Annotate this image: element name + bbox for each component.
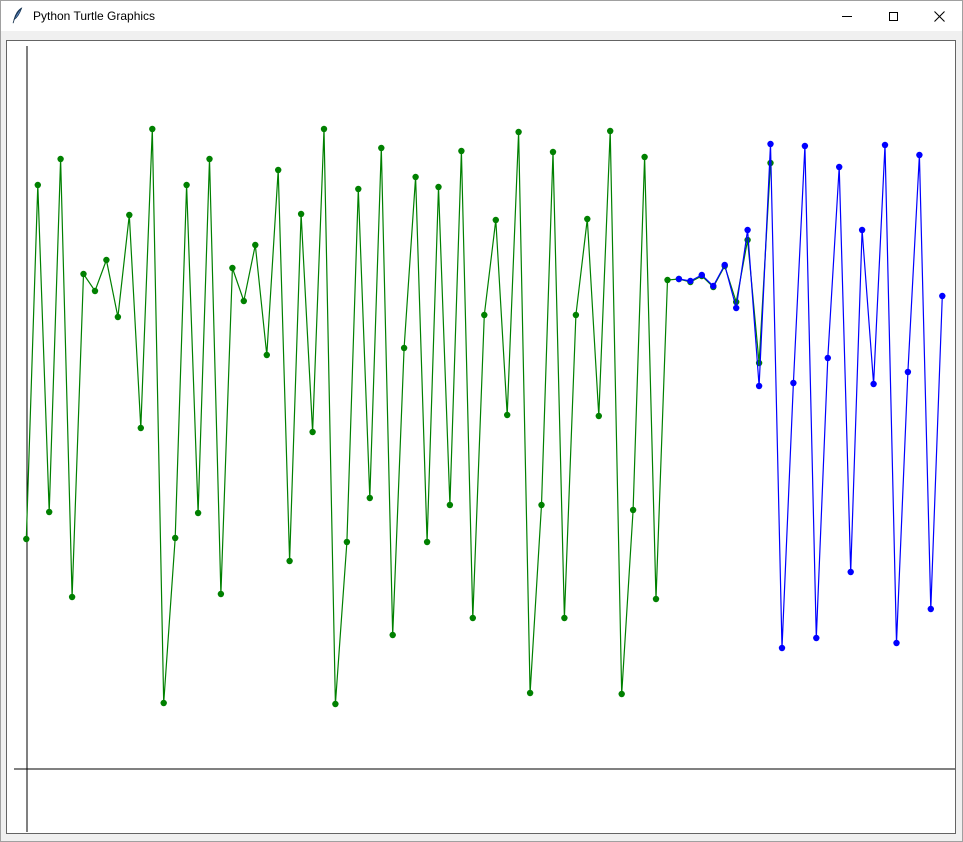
green-series-marker <box>206 155 213 163</box>
window-controls <box>824 1 962 31</box>
blue-series-marker <box>927 605 934 613</box>
blue-series-marker <box>755 382 763 390</box>
blue-series-marker <box>698 271 705 279</box>
green-series-marker <box>481 311 488 319</box>
blue-series-marker <box>858 226 866 234</box>
green-series-marker <box>572 311 580 319</box>
green-series-marker <box>320 125 328 133</box>
green-series-marker <box>561 614 568 622</box>
green-series-marker <box>263 351 270 359</box>
blue-series-marker <box>675 275 683 283</box>
green-series-marker <box>355 185 362 193</box>
green-series-marker <box>23 535 30 543</box>
green-series-marker <box>618 690 625 698</box>
green-series-marker <box>458 147 465 155</box>
green-series-marker <box>652 595 660 603</box>
green-series-marker <box>504 411 511 419</box>
blue-series-marker <box>744 226 751 234</box>
green-series-marker <box>332 700 339 708</box>
green-series-marker <box>126 211 133 219</box>
green-series-marker <box>412 173 419 181</box>
blue-series-marker <box>847 568 854 576</box>
blue-series-marker <box>881 141 889 149</box>
green-series-marker <box>57 155 64 163</box>
green-series-marker <box>526 689 534 697</box>
window-title: Python Turtle Graphics <box>33 9 156 23</box>
green-series-marker <box>103 256 110 264</box>
blue-series-marker <box>710 282 717 290</box>
green-series-marker <box>423 538 431 546</box>
blue-series-marker <box>939 292 946 300</box>
close-button[interactable] <box>916 1 962 31</box>
green-series-marker <box>240 297 247 305</box>
blue-series-marker <box>721 261 728 269</box>
green-series-marker <box>584 215 591 223</box>
close-icon <box>933 10 945 22</box>
blue-series-marker <box>778 644 786 652</box>
green-series-marker <box>80 270 87 278</box>
blue-series-marker <box>813 634 820 642</box>
green-series-marker <box>137 424 144 432</box>
blue-series-marker <box>916 151 923 159</box>
blue-series-marker <box>790 379 797 387</box>
green-series-marker <box>194 509 202 517</box>
green-series-marker <box>400 344 408 352</box>
green-series-marker <box>217 590 225 598</box>
green-series-marker <box>46 508 53 516</box>
green-series-marker <box>446 501 454 509</box>
green-series-marker <box>34 181 41 189</box>
green-series-marker <box>149 125 156 133</box>
green-series-marker <box>229 264 236 272</box>
green-series-marker <box>538 501 545 509</box>
green-series-marker <box>492 216 499 224</box>
green-series-marker <box>607 127 614 135</box>
maximize-button[interactable] <box>870 1 916 31</box>
minimize-icon <box>842 15 852 17</box>
tk-feather-icon <box>12 7 23 24</box>
blue-series-marker <box>767 140 774 148</box>
blue-series-line <box>678 143 943 649</box>
green-series-marker <box>252 241 259 249</box>
green-series-marker <box>343 538 351 546</box>
blue-series-marker <box>824 354 831 362</box>
blue-series-marker <box>733 304 740 312</box>
blue-series-marker <box>870 380 877 388</box>
green-series-marker <box>435 183 442 191</box>
green-series-marker <box>172 534 179 542</box>
green-series-marker <box>595 412 602 420</box>
green-series-marker <box>389 631 396 639</box>
green-series-marker <box>629 506 637 514</box>
turtle-canvas <box>6 40 956 834</box>
green-series-marker <box>297 210 305 218</box>
green-series-marker <box>309 428 316 436</box>
green-series-marker <box>275 166 282 174</box>
green-series-line <box>25 128 772 705</box>
green-series-marker <box>378 144 385 152</box>
blue-series-marker <box>687 277 694 285</box>
green-series-marker <box>183 181 190 189</box>
turtle-chart <box>14 46 955 832</box>
green-series-marker <box>549 148 557 156</box>
minimize-button[interactable] <box>824 1 870 31</box>
blue-series-marker <box>893 639 900 647</box>
green-series-marker <box>91 287 99 295</box>
green-series-marker <box>114 313 122 321</box>
green-series-marker <box>515 128 522 136</box>
green-series-marker <box>641 153 648 161</box>
green-series-marker <box>664 276 671 284</box>
green-series-marker <box>469 614 476 622</box>
green-series-marker <box>286 557 293 565</box>
blue-series-marker <box>836 163 843 171</box>
green-series-marker <box>68 593 76 601</box>
maximize-icon <box>888 11 898 21</box>
blue-series-marker <box>904 368 912 376</box>
blue-series-marker <box>801 142 809 150</box>
titlebar[interactable]: Python Turtle Graphics <box>1 1 962 31</box>
green-series-marker <box>160 699 167 707</box>
green-series-marker <box>366 494 373 502</box>
